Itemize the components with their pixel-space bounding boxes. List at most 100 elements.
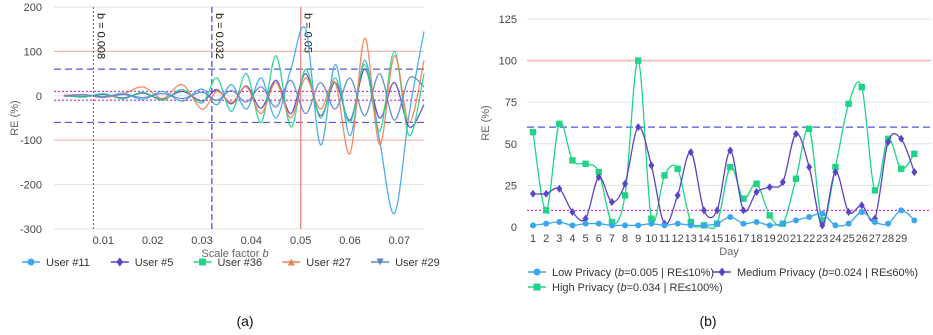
legend-series-name: Low Privacy ( [552, 267, 618, 279]
data-point [806, 163, 813, 172]
series-line-user11 [63, 26, 425, 215]
data-point [622, 179, 629, 188]
y-tick-label: 50 [505, 139, 517, 151]
legend-label: User #29 [395, 257, 440, 269]
data-point [569, 208, 576, 217]
x-tick-label: 28 [882, 233, 894, 245]
data-point [635, 123, 642, 132]
x-tick-label: 7 [609, 233, 615, 245]
data-point [753, 219, 760, 226]
x-tick-label: 21 [790, 233, 802, 245]
x-tick-label: 18 [750, 233, 762, 245]
data-point [582, 220, 589, 227]
data-point [911, 168, 918, 177]
x-tick-label: 4 [569, 233, 575, 245]
legend-label: Medium Privacy (b=0.024 | RE≤60%) [737, 267, 918, 279]
data-point [845, 100, 852, 108]
x-tick-label: 5 [583, 233, 589, 245]
x-tick-label: 0.03 [191, 235, 212, 247]
y-tick-label: 200 [24, 2, 42, 14]
data-point [845, 208, 852, 217]
legend-detail: =0.024 | RE≤60%) [828, 267, 918, 279]
y-axis-title: RE (%) [480, 105, 492, 140]
data-point [753, 188, 760, 197]
legend-series-name: High Privacy ( [552, 282, 621, 294]
data-point [819, 210, 826, 217]
x-tick-label: 8 [622, 233, 628, 245]
x-tick-label: 0.06 [339, 235, 360, 247]
data-point [792, 175, 800, 182]
data-point [832, 168, 839, 177]
threshold-marker-label: b = 0.008 [94, 13, 106, 59]
data-point [530, 189, 536, 198]
data-point [740, 195, 747, 202]
series-line-user27 [63, 37, 425, 155]
x-tick-label: 6 [596, 233, 602, 245]
data-point [806, 214, 813, 221]
legend-marker [116, 257, 124, 267]
data-point [766, 222, 773, 229]
legend-series-name: Medium Privacy ( [737, 267, 822, 279]
x-tick-label: 0.05 [290, 235, 311, 247]
data-point [819, 221, 826, 230]
data-point [622, 222, 629, 229]
data-point [740, 206, 747, 215]
data-point [911, 150, 918, 157]
legend-marker [533, 283, 541, 291]
y-tick-label: 25 [505, 180, 517, 192]
y-tick-label: 0 [511, 222, 517, 234]
x-tick-label: 13 [685, 233, 697, 245]
y-tick-label: -100 [20, 135, 42, 147]
series-line-user29 [63, 72, 425, 121]
data-point [898, 134, 905, 143]
panel-a-chart: -300 -200 -100 0 100 200 0.01 0.02 0.03 0.04 0.05 0… [9, 2, 440, 329]
y-tick-label: -300 [20, 224, 42, 236]
x-tick-label: 24 [829, 233, 841, 245]
data-point [674, 191, 681, 200]
legend-label: User #11 [46, 257, 90, 269]
data-point [871, 219, 878, 226]
legend-detail: =0.034 | RE≤100%) [627, 282, 723, 294]
legend-marker [533, 268, 541, 276]
data-point [700, 206, 707, 215]
legend-marker [718, 267, 726, 277]
x-tick-label: 27 [869, 233, 881, 245]
data-point [687, 222, 694, 229]
data-point [635, 222, 642, 229]
x-tick-label: 0.02 [142, 235, 163, 247]
threshold-marker-label: b = 0.05 [302, 13, 314, 53]
data-point [898, 207, 905, 214]
legend-marker [287, 258, 295, 266]
y-tick-label: 125 [499, 14, 517, 26]
x-tick-label: 23 [816, 233, 828, 245]
data-point [542, 207, 550, 214]
x-tick-label: 25 [842, 233, 854, 245]
data-point [845, 220, 852, 227]
data-point [674, 165, 681, 172]
x-tick-label: 0.04 [241, 235, 262, 247]
data-point [582, 214, 589, 223]
legend-marker [376, 258, 384, 266]
x-tick-label: 1 [530, 233, 536, 245]
data-point [898, 165, 905, 172]
data-point [714, 220, 721, 227]
data-point [556, 120, 563, 128]
x-tick-label: 9 [635, 233, 641, 245]
x-tick-label: 0.01 [93, 235, 114, 247]
legend-param: b [620, 282, 626, 294]
data-point [766, 212, 773, 219]
data-point [885, 220, 892, 227]
data-point [635, 57, 642, 64]
series-line-low-privacy [532, 209, 915, 227]
data-point [595, 220, 602, 227]
data-point [911, 217, 918, 224]
y-tick-label: 100 [499, 56, 517, 68]
data-point [530, 222, 536, 229]
x-axis-title: Day [719, 246, 739, 258]
x-tick-label: 0.07 [389, 235, 410, 247]
data-point [621, 192, 629, 199]
x-axis-title: Scale factor b [201, 248, 268, 260]
data-point [529, 128, 537, 136]
data-point [608, 222, 615, 229]
